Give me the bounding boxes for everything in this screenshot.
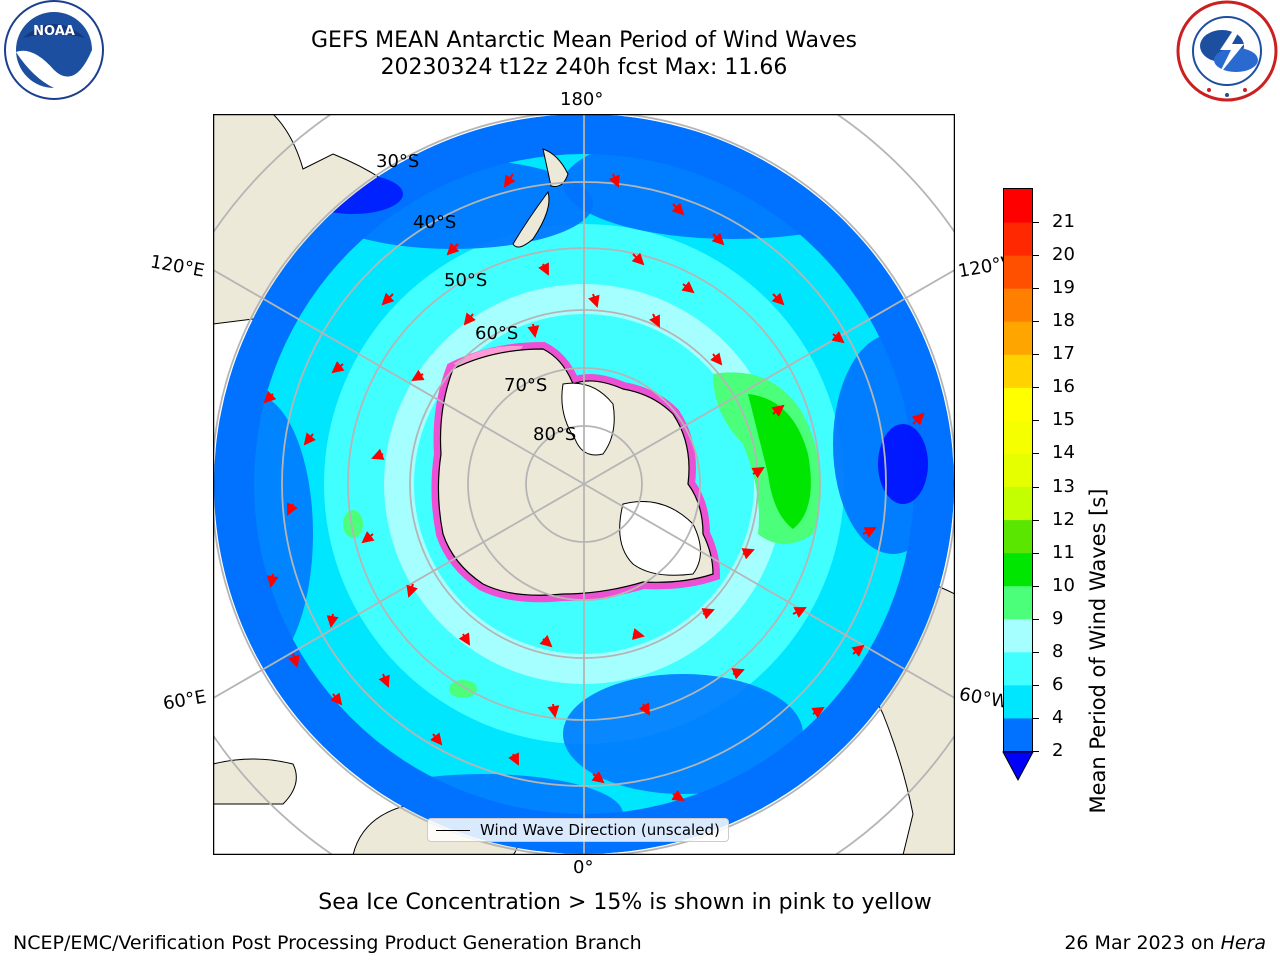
colorbar-segment	[1003, 288, 1033, 322]
colorbar-segment	[1003, 420, 1033, 454]
colorbar-tick-label: 12	[1052, 508, 1075, 530]
lon-label-0: 0°	[573, 857, 594, 878]
footer-right: 26 Mar 2023 on Hera	[1064, 932, 1266, 954]
colorbar-tick-label: 17	[1052, 343, 1075, 365]
colorbar-segment	[1003, 321, 1033, 355]
noaa-logo: NOAA	[4, 0, 104, 100]
colorbar-tick-mark	[1033, 387, 1039, 389]
colorbar-tick-mark	[1033, 751, 1039, 752]
colorbar	[1002, 188, 1034, 782]
colorbar-segment	[1003, 519, 1033, 554]
svg-text:NOAA: NOAA	[33, 24, 75, 39]
colorbar-segment	[1003, 387, 1033, 421]
colorbar-tick-label: 18	[1052, 310, 1075, 332]
legend-label: Wind Wave Direction (unscaled)	[480, 821, 720, 839]
colorbar-segment	[1003, 189, 1033, 223]
colorbar-tick-label: 19	[1052, 277, 1075, 299]
colorbar-tick-mark	[1033, 684, 1039, 686]
sea-ice-note: Sea Ice Concentration > 15% is shown in …	[0, 890, 1280, 915]
footer-date: 26 Mar 2023 on	[1064, 932, 1215, 954]
lon-label-120e: 120°E	[148, 251, 207, 282]
colorbar-segment	[1003, 255, 1033, 289]
colorbar-segment	[1003, 354, 1033, 388]
colorbar-tick-mark	[1033, 222, 1039, 224]
lat-label-50s: 50°S	[444, 270, 488, 291]
lat-label-70s: 70°S	[504, 375, 548, 396]
colorbar-tick-label: 11	[1052, 541, 1075, 563]
colorbar-tick-mark	[1033, 519, 1039, 521]
wind-wave-arrows	[263, 173, 925, 802]
colorbar-segment	[1003, 486, 1033, 521]
colorbar-tick-label: 21	[1052, 211, 1075, 233]
colorbar-tick-label: 10	[1052, 574, 1075, 596]
legend-line-swatch	[436, 829, 470, 831]
footer-left: NCEP/EMC/Verification Post Processing Pr…	[13, 932, 642, 954]
map-legend: Wind Wave Direction (unscaled)	[427, 818, 729, 842]
map-title: GEFS MEAN Antarctic Mean Period of Wind …	[311, 28, 857, 53]
colorbar-tick-mark	[1033, 651, 1039, 653]
colorbar-tick-mark	[1033, 618, 1039, 620]
footer-machine: Hera	[1220, 932, 1266, 954]
colorbar-segment	[1003, 618, 1033, 653]
colorbar-tick-mark	[1033, 717, 1039, 719]
colorbar-tick-label: 16	[1052, 376, 1075, 398]
colorbar-tick-label: 4	[1052, 706, 1064, 728]
map-subtitle: 20230324 t12z 240h fcst Max: 11.66	[380, 55, 788, 80]
colorbar-tick-label: 15	[1052, 409, 1075, 431]
colorbar-tick-mark	[1033, 552, 1039, 554]
colorbar-tick-label: 6	[1052, 673, 1064, 695]
colorbar-segment	[1003, 684, 1033, 719]
colorbar-tick-label: 8	[1052, 640, 1064, 662]
colorbar-segment	[1003, 222, 1033, 256]
colorbar-tick-mark	[1033, 486, 1039, 488]
colorbar-segment	[1003, 717, 1033, 752]
lat-label-60s: 60°S	[475, 323, 519, 344]
lat-label-30s: 30°S	[376, 151, 420, 172]
colorbar-segment	[1003, 585, 1033, 620]
lon-label-180: 180°	[560, 89, 604, 110]
lat-label-40s: 40°S	[413, 212, 457, 233]
colorbar-segment	[1003, 453, 1033, 488]
colorbar-tick-mark	[1033, 288, 1039, 290]
sea-ice-note-text: Sea Ice Concentration > 15% is shown in …	[318, 890, 932, 915]
colorbar-tick-mark	[1033, 255, 1039, 257]
colorbar-tick-mark	[1033, 321, 1039, 323]
colorbar-tick-label: 2	[1052, 740, 1064, 761]
nws-logo	[1176, 0, 1278, 102]
colorbar-tick-mark	[1033, 453, 1039, 455]
colorbar-segment	[1003, 651, 1033, 686]
colorbar-tick-label: 13	[1052, 475, 1075, 497]
colorbar-tick-mark	[1033, 354, 1039, 356]
antarctic-map	[213, 114, 955, 855]
lat-label-80s: 80°S	[533, 424, 577, 445]
colorbar-tick-label: 9	[1052, 607, 1064, 629]
colorbar-tick-label: 14	[1052, 442, 1075, 464]
colorbar-tick-mark	[1033, 420, 1039, 422]
colorbar-segment	[1003, 552, 1033, 587]
colorbar-label: Mean Period of Wind Waves [s]	[1086, 488, 1110, 814]
colorbar-tick-label: 20	[1052, 244, 1075, 266]
lon-label-60e: 60°E	[161, 686, 208, 715]
colorbar-tick-mark	[1033, 585, 1039, 587]
